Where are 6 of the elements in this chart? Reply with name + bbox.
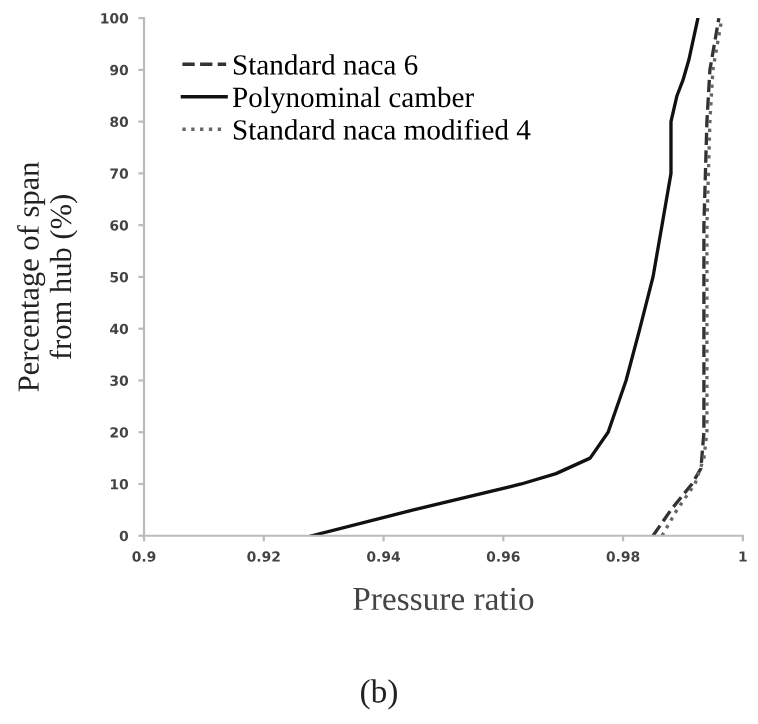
text: (b) (361, 679, 397, 710)
x-axis-title: Pressure ratio (353, 587, 534, 611)
legend-label: Polynominal camber (232, 86, 474, 114)
legend-label: Standard naca modified 4 (233, 118, 531, 140)
legend-label: Standard naca 6 (233, 54, 418, 75)
y-axis-title: Percentage of span from hub (%) (17, 162, 78, 392)
